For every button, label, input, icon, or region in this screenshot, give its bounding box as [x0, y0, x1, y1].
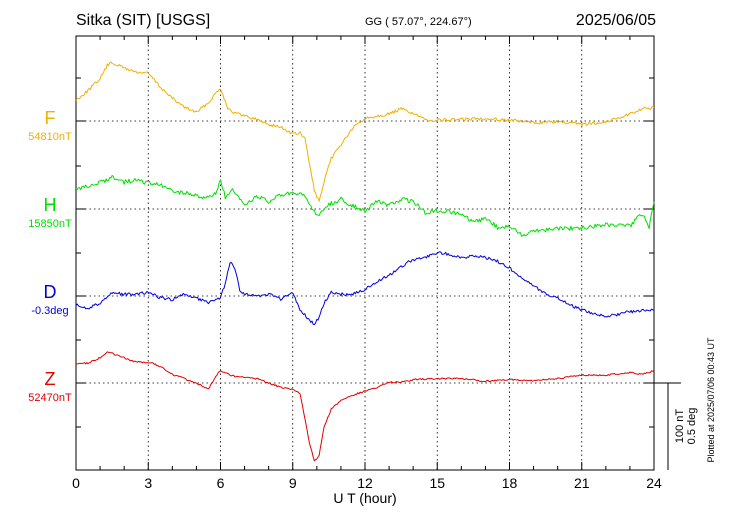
x-tick-label: 21	[574, 475, 590, 491]
coordinates-label: GG ( 57.07°, 224.67°)	[365, 16, 472, 28]
series-H-baseline: 15850nT	[28, 218, 72, 230]
series-F-line	[75, 61, 655, 202]
x-tick-label: 0	[72, 475, 80, 491]
scale-bar-deg-label: 0.5 deg	[686, 408, 698, 445]
x-axis-label: U T (hour)	[333, 490, 396, 506]
plotted-at-note: Plotted at 2025/07/06 00:43 UT	[706, 337, 716, 463]
series-Z-line	[76, 351, 655, 462]
series-traces	[75, 61, 655, 462]
x-tick-label: 18	[502, 475, 518, 491]
x-tick-label: 9	[289, 475, 297, 491]
series-D-name: D	[44, 282, 57, 302]
series-D-baseline: -0.3deg	[31, 305, 68, 317]
station-title: Sitka (SIT) [USGS]	[76, 12, 210, 29]
grid	[76, 36, 654, 470]
x-tick-label: 24	[646, 475, 662, 491]
series-labels: F 54810nT H 15850nT D -0.3deg Z 52470nT	[28, 108, 72, 404]
scale-bar-nt-label: 100 nT	[674, 409, 686, 444]
date-label: 2025/06/05	[576, 12, 656, 29]
scale-bar: 100 nT 0.5 deg	[654, 382, 698, 470]
series-Z-baseline: 52470nT	[28, 392, 72, 404]
series-H-name: H	[44, 195, 57, 215]
x-tick-labels: 0 3 6 9 12 15 18 21 24	[72, 475, 662, 491]
series-D-line	[75, 251, 655, 326]
x-tick-label: 12	[357, 475, 373, 491]
axis-ticks	[75, 36, 655, 470]
series-Z-name: Z	[45, 369, 56, 389]
x-tick-label: 3	[144, 475, 152, 491]
series-H-line	[75, 174, 655, 237]
series-F-name: F	[45, 108, 56, 128]
x-tick-label: 6	[217, 475, 225, 491]
series-F-baseline: 54810nT	[28, 131, 72, 143]
x-tick-label: 15	[429, 475, 445, 491]
